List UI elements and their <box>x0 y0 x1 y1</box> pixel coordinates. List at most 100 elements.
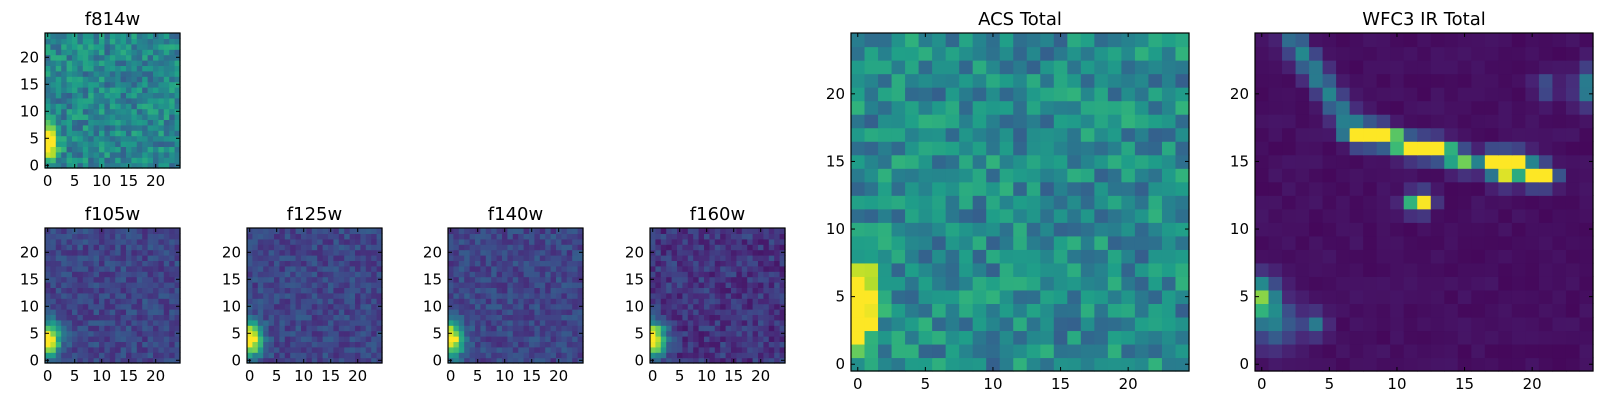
heatmap-cell <box>779 287 786 294</box>
x-tick-label: 20 <box>146 367 165 385</box>
heatmap-cell <box>1430 181 1445 196</box>
heatmap-cell <box>61 70 68 77</box>
heatmap-cell <box>158 103 165 110</box>
heatmap-cell <box>1363 181 1378 196</box>
heatmap-cell <box>274 336 280 342</box>
heatmap-cell <box>104 114 111 120</box>
heatmap-cell <box>918 73 933 88</box>
heatmap-cell <box>1484 154 1499 169</box>
heatmap-cell <box>1552 154 1567 169</box>
x-tick-label: 10 <box>1387 375 1406 393</box>
heatmap-cell <box>693 352 700 359</box>
heatmap-cell <box>1444 87 1459 102</box>
heatmap-cell <box>349 319 356 326</box>
heatmap-cell <box>864 181 879 196</box>
heatmap-cell <box>66 108 73 115</box>
heatmap-cell <box>376 244 383 251</box>
heatmap-cell <box>550 228 557 234</box>
heatmap-cell <box>371 314 378 321</box>
heatmap-cell <box>88 151 95 158</box>
heatmap-cell <box>77 97 84 104</box>
heatmap-cell <box>1268 330 1283 345</box>
heatmap-cell <box>109 76 116 83</box>
heatmap-cell <box>1511 276 1526 291</box>
heatmap-cell <box>158 162 165 169</box>
heatmap-cell <box>1040 330 1055 345</box>
heatmap-cell <box>491 265 498 272</box>
heatmap-cell <box>163 346 170 353</box>
heatmap-cell <box>169 70 176 77</box>
heatmap-cell <box>1390 60 1405 75</box>
heatmap-cell <box>693 336 700 342</box>
heatmap-cell <box>1094 316 1109 332</box>
heatmap-cell <box>496 309 503 315</box>
heatmap-cell <box>109 130 116 137</box>
heatmap-cell <box>714 314 721 321</box>
heatmap-cell <box>475 319 481 326</box>
heatmap-cell <box>93 341 100 348</box>
heatmap-cell <box>317 238 324 245</box>
heatmap-cell <box>1390 208 1405 223</box>
heatmap-cell <box>480 282 487 288</box>
heatmap-cell <box>344 271 351 278</box>
heatmap-cell <box>263 298 270 305</box>
heatmap-cell <box>561 314 568 321</box>
heatmap-cell <box>306 282 313 288</box>
heatmap-cell <box>550 303 557 310</box>
heatmap-cell <box>1498 141 1513 156</box>
heatmap-cell <box>1498 33 1513 48</box>
heatmap-cell <box>126 341 132 348</box>
y-tick-label: 10 <box>20 297 39 315</box>
heatmap-cell <box>147 341 154 348</box>
heatmap-cell <box>666 255 673 261</box>
heatmap-cell <box>774 265 781 272</box>
heatmap-cell <box>550 249 557 256</box>
heatmap-cell <box>55 151 62 158</box>
heatmap-cell <box>55 357 62 364</box>
heatmap-cell <box>698 271 705 278</box>
heatmap-cell <box>687 336 694 342</box>
heatmap-cell <box>147 60 154 66</box>
heatmap-cell <box>453 341 460 348</box>
heatmap-cell <box>1282 114 1297 129</box>
heatmap-cell <box>88 265 95 272</box>
heatmap-cell <box>88 97 95 104</box>
heatmap-cell <box>158 314 165 321</box>
heatmap-cell <box>704 249 710 256</box>
heatmap-cell <box>1309 60 1324 75</box>
heatmap-cell <box>864 343 879 359</box>
heatmap-cell <box>714 352 721 359</box>
heatmap-cell <box>752 298 759 305</box>
heatmap-cell <box>959 235 974 250</box>
heatmap-cell <box>120 325 127 332</box>
heatmap-cell <box>1134 249 1150 264</box>
heatmap-cell <box>693 357 700 364</box>
x-tick-label: 0 <box>245 367 255 385</box>
heatmap-cell <box>453 276 460 283</box>
heatmap-cell <box>959 357 974 372</box>
panel-title: f125w <box>287 204 342 225</box>
heatmap-cell <box>93 87 100 93</box>
heatmap-cell <box>274 341 280 348</box>
heatmap-cell <box>158 135 165 142</box>
heatmap-cell <box>458 298 465 305</box>
heatmap-cell <box>169 346 176 353</box>
heatmap-cell <box>55 108 62 115</box>
heatmap-cell <box>93 151 100 158</box>
heatmap-cell <box>131 141 138 147</box>
heatmap-cell <box>1498 343 1513 359</box>
heatmap-cell <box>147 325 154 332</box>
heatmap-cell <box>290 309 297 315</box>
heatmap-cell <box>779 325 786 332</box>
heatmap-cell <box>1067 46 1082 61</box>
heatmap-cell <box>779 319 786 326</box>
heatmap-cell <box>550 309 557 315</box>
heatmap-cell <box>1457 316 1472 332</box>
heatmap-cell <box>698 249 705 256</box>
heatmap-cell <box>45 265 51 272</box>
heatmap-cell <box>1498 249 1513 264</box>
heatmap-cell <box>295 292 302 299</box>
heatmap-cell <box>1094 249 1109 264</box>
heatmap-cell <box>284 292 291 299</box>
heatmap-cell <box>77 43 84 50</box>
